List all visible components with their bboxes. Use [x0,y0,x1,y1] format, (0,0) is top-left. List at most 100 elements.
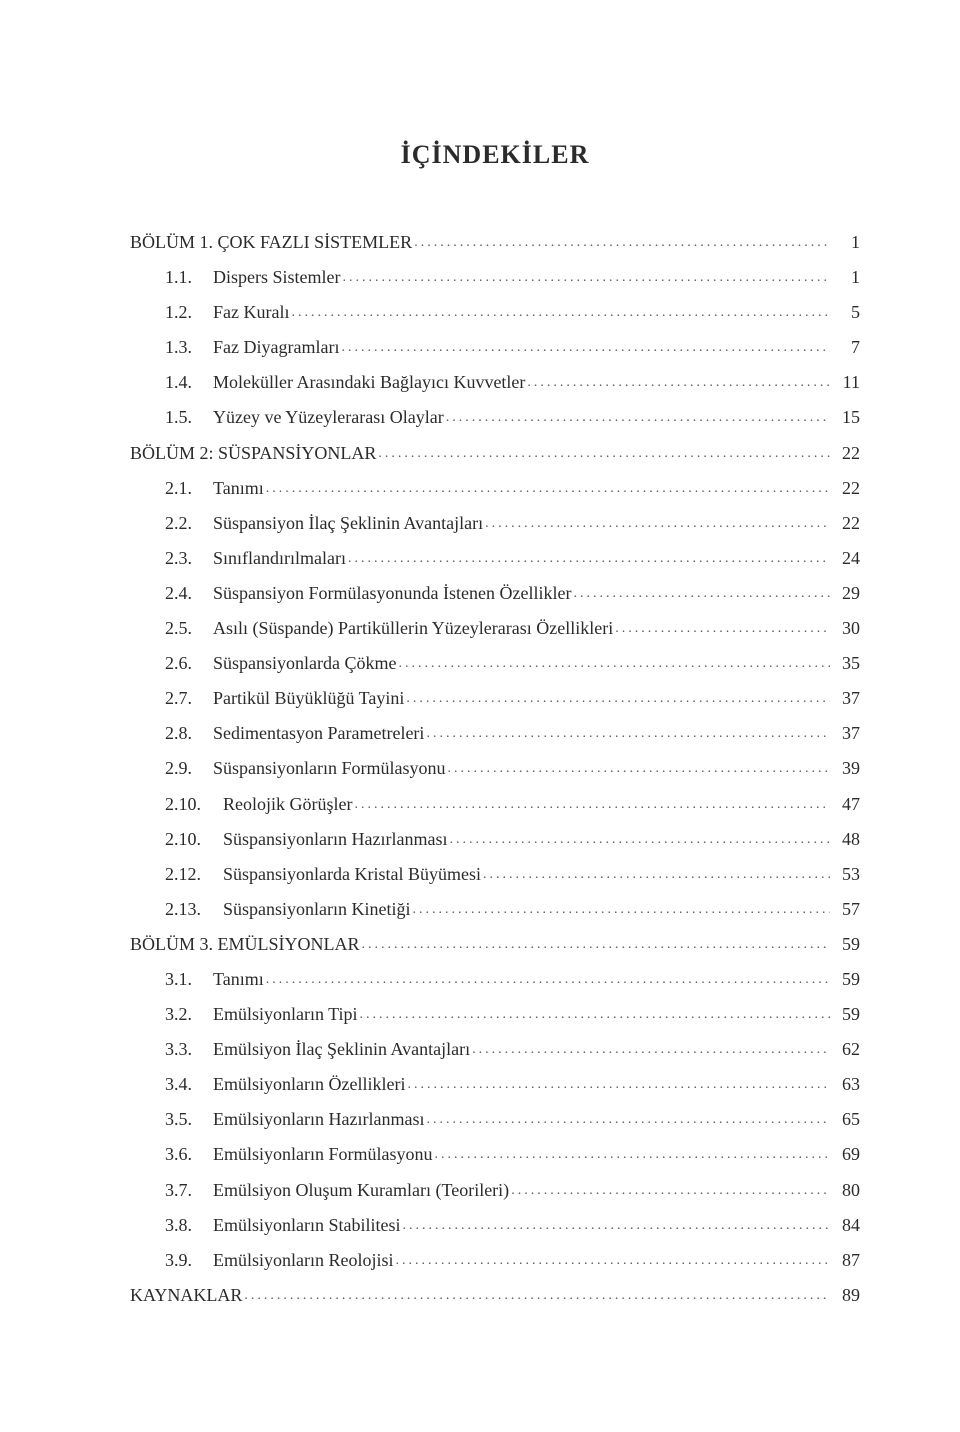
toc-entry-label: Süspansiyonların Formülasyonu [213,751,446,786]
dot-leader [446,400,830,435]
dot-leader [483,857,830,892]
toc-entry-label: Süspansiyonların Kinetiği [223,892,411,927]
toc-entry-label: Partikül Büyüklüğü Tayini [213,681,404,716]
toc-entry-label: KAYNAKLAR [130,1278,242,1313]
dot-leader [615,611,830,646]
toc-entry-number: 2.10. [165,822,223,857]
toc-entry-page: 48 [832,822,860,857]
toc-entry-label: Emülsiyonların Özellikleri [213,1067,405,1102]
toc-entry-label: Emülsiyonların Stabilitesi [213,1208,401,1243]
dot-leader [426,1102,830,1137]
toc-entry-number: 2.12. [165,857,223,892]
toc-entry-label: Tanımı [213,471,264,506]
dot-leader [362,927,831,962]
toc-entry: BÖLÜM 1. ÇOK FAZLI SİSTEMLER 1 [130,225,860,260]
toc-entry: 2.13.Süspansiyonların Kinetiği57 [130,892,860,927]
toc-entry-label: Moleküller Arasındaki Bağlayıcı Kuvvetle… [213,365,525,400]
toc-entry-label: BÖLÜM 3. EMÜLSİYONLAR [130,927,360,962]
toc-entry-page: 22 [832,471,860,506]
toc-entry-page: 5 [832,295,860,330]
toc-entry: 1.4.Moleküller Arasındaki Bağlayıcı Kuvv… [130,365,860,400]
toc-entry-number: 2.1. [165,471,213,506]
toc-entry-page: 69 [832,1137,860,1172]
toc-entry-number: 3.5. [165,1102,213,1137]
dot-leader [244,1278,830,1313]
dot-leader [448,751,831,786]
toc-entry: 2.4.Süspansiyon Formülasyonunda İstenen … [130,576,860,611]
toc-entry: 3.5.Emülsiyonların Hazırlanması 65 [130,1102,860,1137]
toc-entry-label: Süspansiyon İlaç Şeklinin Avantajları [213,506,483,541]
toc-entry-number: 2.8. [165,716,213,751]
toc-entry-number: 3.9. [165,1243,213,1278]
toc-entry: 3.4.Emülsiyonların Özellikleri63 [130,1067,860,1102]
dot-leader [485,506,830,541]
toc-entry-number: 3.3. [165,1032,213,1067]
toc-entry-number: 1.3. [165,330,213,365]
dot-leader [341,330,830,365]
toc-entry-label: Sedimentasyon Parametreleri [213,716,424,751]
toc-entry-number: 3.1. [165,962,213,997]
toc-entry: 1.1.Dispers Sistemler1 [130,260,860,295]
toc-entry-page: 59 [832,927,860,962]
toc-entry-label: Süspansiyonlarda Kristal Büyümesi [223,857,481,892]
toc-entry-page: 80 [832,1173,860,1208]
dot-leader [354,787,830,822]
dot-leader [414,225,830,260]
toc-entry: 1.5.Yüzey ve Yüzeylerarası Olaylar 15 [130,400,860,435]
toc-entry-label: Süspansiyon Formülasyonunda İstenen Özel… [213,576,571,611]
toc-entry-page: 37 [832,716,860,751]
dot-leader [413,892,831,927]
toc-entry-number: 1.4. [165,365,213,400]
toc-entry-label: Süspansiyonların Hazırlanması [223,822,447,857]
toc-entry: 2.1.Tanımı 22 [130,471,860,506]
toc-entry-page: 39 [832,751,860,786]
toc-entry: 2.10.Süspansiyonların Hazırlanması 48 [130,822,860,857]
dot-leader [407,1067,830,1102]
toc-entry: BÖLÜM 2: SÜSPANSİYONLAR22 [130,436,860,471]
dot-leader [511,1173,830,1208]
toc-entry: 2.7.Partikül Büyüklüğü Tayini37 [130,681,860,716]
toc-entry-page: 15 [832,400,860,435]
toc-entry: 3.7.Emülsiyon Oluşum Kuramları (Teoriler… [130,1173,860,1208]
toc-entry: 1.2.Faz Kuralı5 [130,295,860,330]
toc-entry-page: 1 [832,225,860,260]
toc-entry-number: 1.5. [165,400,213,435]
toc-entry-label: BÖLÜM 1. ÇOK FAZLI SİSTEMLER [130,225,412,260]
toc-entry-label: Emülsiyonların Hazırlanması [213,1102,424,1137]
toc-entry-page: 63 [832,1067,860,1102]
toc-entry-label: Emülsiyon Oluşum Kuramları (Teorileri) [213,1173,509,1208]
toc-entry-page: 65 [832,1102,860,1137]
toc-entry: 3.8.Emülsiyonların Stabilitesi84 [130,1208,860,1243]
toc-entry-page: 47 [832,787,860,822]
table-of-contents: BÖLÜM 1. ÇOK FAZLI SİSTEMLER 11.1.Dispers… [130,225,860,1313]
toc-entry-page: 7 [832,330,860,365]
page-title: İÇİNDEKİLER [130,140,860,170]
toc-entry-number: 3.2. [165,997,213,1032]
toc-entry-label: Sınıflandırılmaları [213,541,346,576]
dot-leader [573,576,830,611]
toc-entry-page: 87 [832,1243,860,1278]
toc-entry: 3.3.Emülsiyon İlaç Şeklinin Avantajları6… [130,1032,860,1067]
toc-entry-number: 3.8. [165,1208,213,1243]
toc-entry-page: 1 [832,260,860,295]
document-page: İÇİNDEKİLER BÖLÜM 1. ÇOK FAZLI SİSTEMLER… [0,0,960,1432]
toc-entry-page: 53 [832,857,860,892]
toc-entry-label: Yüzey ve Yüzeylerarası Olaylar [213,400,444,435]
toc-entry: 2.5.Asılı (Süspande) Partiküllerin Yüzey… [130,611,860,646]
toc-entry: 2.6.Süspansiyonlarda Çökme35 [130,646,860,681]
toc-entry-page: 37 [832,681,860,716]
dot-leader [435,1137,831,1172]
dot-leader [449,822,830,857]
toc-entry: 3.6.Emülsiyonların Formülasyonu69 [130,1137,860,1172]
toc-entry: BÖLÜM 3. EMÜLSİYONLAR 59 [130,927,860,962]
toc-entry-label: Tanımı [213,962,264,997]
toc-entry: KAYNAKLAR89 [130,1278,860,1313]
dot-leader [527,365,830,400]
dot-leader [396,1243,831,1278]
toc-entry-page: 22 [832,506,860,541]
toc-entry-number: 3.7. [165,1173,213,1208]
toc-entry-label: Faz Diyagramları [213,330,339,365]
toc-entry: 3.2.Emülsiyonların Tipi59 [130,997,860,1032]
toc-entry: 2.10.Reolojik Görüşler47 [130,787,860,822]
dot-leader [378,436,830,471]
